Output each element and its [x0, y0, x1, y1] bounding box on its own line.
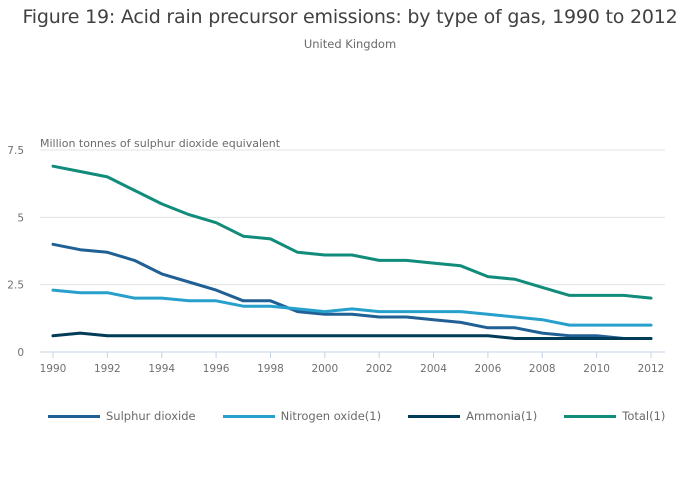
x-tick-label: 1998: [257, 363, 284, 375]
series-line-nitrogen-oxide[interactable]: [51, 288, 653, 327]
y-axis-label: Million tonnes of sulphur dioxide equiva…: [40, 137, 281, 150]
gridlines: [40, 149, 665, 286]
legend: Sulphur dioxide Nitrogen oxide(1) Ammonia(…: [48, 409, 692, 423]
x-axis: 1990 1992 1994 1996 1998 2000 2002 2004 2006 2008…: [40, 351, 665, 375]
x-tick-label: 1996: [203, 363, 230, 375]
chart-subtitle: United Kingdom: [303, 37, 397, 51]
x-tick-label: 1992: [94, 363, 121, 375]
x-tick-label: 2010: [583, 363, 610, 375]
y-axis: 0 2.5 5 7.5: [7, 145, 24, 359]
legend-swatch: [48, 414, 100, 418]
chart-title: Figure 19: Acid rain precursor emissions…: [22, 6, 678, 28]
x-tick-label: 2008: [529, 363, 556, 375]
y-tick-label: 0: [17, 347, 24, 359]
x-tick-label: 1994: [148, 363, 175, 375]
legend-swatch: [408, 414, 461, 418]
legend-item-sulphur-dioxide[interactable]: Sulphur dioxide: [48, 409, 196, 423]
legend-item-ammonia[interactable]: Ammonia(1): [408, 409, 537, 423]
y-tick-label: 7.5: [7, 145, 24, 157]
legend-item-total[interactable]: Total(1): [564, 409, 665, 423]
legend-label: Total(1): [622, 409, 666, 423]
legend-swatch: [564, 414, 617, 418]
series-line-total[interactable]: [51, 164, 653, 300]
x-tick-label: 2000: [311, 363, 338, 375]
x-tick-label: 2002: [366, 363, 393, 375]
legend-label: Sulphur dioxide: [106, 409, 196, 423]
legend-item-nitrogen-oxide[interactable]: Nitrogen oxide(1): [222, 409, 382, 423]
y-tick-label: 5: [17, 212, 24, 224]
x-tick-label: 1990: [40, 363, 67, 375]
x-tick-label: 2012: [638, 363, 665, 375]
x-tick-label: 2006: [475, 363, 502, 375]
series-line-ammonia[interactable]: [51, 331, 653, 340]
legend-label: Ammonia(1): [466, 409, 538, 423]
y-tick-label: 2.5: [7, 280, 24, 292]
series-line-sulphur-dioxide[interactable]: [51, 242, 653, 340]
legend-swatch: [222, 414, 275, 418]
series-lines: [51, 164, 653, 340]
x-tick-label: 2004: [420, 363, 447, 375]
legend-label: Nitrogen oxide(1): [280, 409, 382, 423]
